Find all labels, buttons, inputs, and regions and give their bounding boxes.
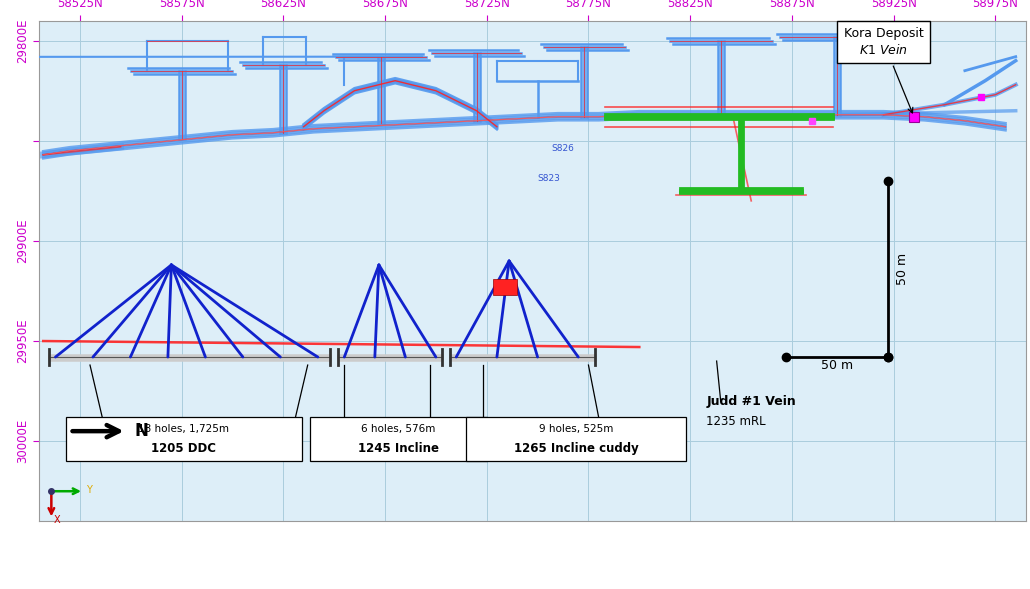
Text: Kora Deposit
$\mathit{K1\ Vein}$: Kora Deposit $\mathit{K1\ Vein}$ — [844, 28, 923, 113]
Text: 18 holes, 1,725m: 18 holes, 1,725m — [138, 425, 229, 435]
Text: 1205 DDC: 1205 DDC — [151, 442, 216, 455]
Text: Y: Y — [85, 485, 92, 495]
Text: 50 m: 50 m — [896, 253, 908, 285]
FancyBboxPatch shape — [66, 417, 302, 461]
Text: S823: S823 — [538, 174, 560, 183]
FancyBboxPatch shape — [467, 417, 686, 461]
Text: 50 m: 50 m — [821, 359, 853, 372]
Text: X: X — [54, 515, 60, 525]
Text: 9 holes, 525m: 9 holes, 525m — [539, 425, 614, 435]
Bar — [492, 279, 517, 295]
Text: 1245 Incline: 1245 Incline — [357, 442, 439, 455]
Text: 1235 mRL: 1235 mRL — [707, 415, 766, 428]
Text: Plan View – Phase 1 Judd Drill Program: Plan View – Phase 1 Judd Drill Program — [13, 548, 425, 567]
Text: 1265 Incline cuddy: 1265 Incline cuddy — [514, 442, 639, 455]
FancyBboxPatch shape — [310, 417, 487, 461]
Text: 6 holes, 576m: 6 holes, 576m — [362, 425, 436, 435]
Text: S826: S826 — [552, 144, 575, 153]
Text: N: N — [135, 422, 148, 440]
Text: Judd #1 Vein: Judd #1 Vein — [707, 395, 796, 408]
